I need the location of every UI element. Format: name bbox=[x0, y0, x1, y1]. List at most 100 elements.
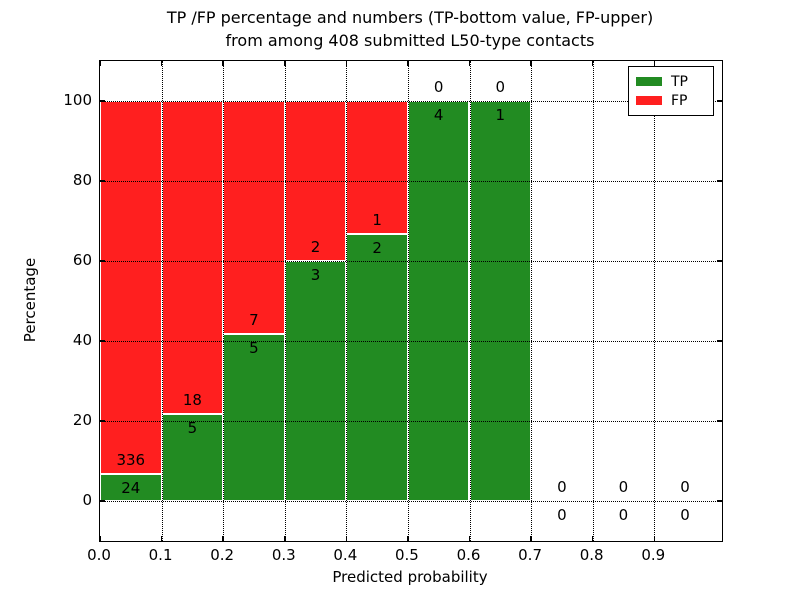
x-tick-mark-top bbox=[284, 61, 286, 66]
x-tick-mark-top bbox=[653, 61, 655, 66]
tp-count-label: 4 bbox=[433, 106, 444, 124]
x-tick-label: 0.9 bbox=[641, 546, 666, 564]
fp-count-label: 0 bbox=[495, 78, 506, 96]
fp-count-label: 0 bbox=[433, 78, 444, 96]
y-tick-mark-left bbox=[100, 180, 105, 182]
vertical-gridline bbox=[531, 61, 533, 541]
legend-label: FP bbox=[671, 92, 688, 109]
horizontal-gridline bbox=[100, 421, 722, 422]
fp-bar-segment bbox=[346, 101, 408, 235]
vertical-gridline bbox=[284, 61, 286, 541]
x-tick-label: 0.8 bbox=[579, 546, 604, 564]
chart-title-line1: TP /FP percentage and numbers (TP-bottom… bbox=[166, 8, 654, 27]
x-tick-mark-top bbox=[99, 61, 101, 66]
y-tick-mark-left bbox=[100, 340, 105, 342]
x-tick-mark-top bbox=[222, 61, 224, 66]
tp-count-label: 2 bbox=[372, 239, 382, 258]
vertical-gridline bbox=[346, 61, 348, 541]
y-tick-mark-left bbox=[100, 100, 105, 102]
vertical-gridline bbox=[223, 61, 225, 541]
legend-entry: TP bbox=[636, 74, 706, 90]
y-tick-label: 0 bbox=[82, 491, 92, 509]
vertical-gridline bbox=[407, 61, 409, 541]
x-tick-label: 0.2 bbox=[210, 546, 235, 564]
vertical-gridline bbox=[161, 61, 163, 541]
y-tick-label: 80 bbox=[72, 171, 92, 189]
legend-swatch-tp bbox=[636, 77, 662, 86]
fp-count-label: 336 bbox=[116, 451, 146, 470]
horizontal-gridline bbox=[100, 181, 722, 182]
legend-label: TP bbox=[671, 73, 688, 90]
x-tick-mark-top bbox=[345, 61, 348, 66]
plot-area: 336 24 18 5 7 5 2 3 1 2 0 4 0 1 0 0 0 0 0 0 TP FP bbox=[99, 60, 723, 542]
x-tick-mark-top bbox=[160, 61, 163, 66]
chart-title-line2: from among 408 submitted L50-type contac… bbox=[225, 31, 595, 50]
x-tick-mark-bottom bbox=[284, 536, 286, 541]
x-tick-mark-bottom bbox=[345, 536, 348, 541]
fp-count-label: 0 bbox=[618, 478, 629, 496]
y-axis-label: Percentage bbox=[21, 257, 39, 343]
legend-swatch-fp bbox=[636, 96, 662, 105]
y-tick-mark-right bbox=[717, 180, 722, 182]
x-tick-mark-bottom bbox=[160, 536, 163, 541]
fp-count-label: 1 bbox=[372, 211, 382, 230]
y-tick-mark-left bbox=[100, 260, 105, 262]
horizontal-gridline bbox=[100, 341, 722, 342]
tp-count-label: 1 bbox=[495, 106, 506, 124]
x-tick-mark-top bbox=[468, 61, 471, 66]
tp-count-label: 5 bbox=[187, 419, 198, 438]
vertical-gridline bbox=[469, 61, 471, 541]
fp-bar-segment bbox=[161, 101, 224, 415]
fp-count-label: 7 bbox=[249, 311, 259, 330]
x-tick-mark-bottom bbox=[591, 536, 594, 541]
x-tick-mark-top bbox=[407, 61, 409, 66]
x-tick-mark-top bbox=[530, 61, 532, 66]
x-tick-label: 0.4 bbox=[333, 546, 358, 564]
y-tick-label: 20 bbox=[72, 411, 92, 429]
x-tick-mark-bottom bbox=[530, 536, 532, 541]
y-tick-mark-right bbox=[717, 500, 722, 502]
tp-bar-segment bbox=[346, 234, 408, 501]
horizontal-gridline bbox=[100, 501, 722, 502]
y-tick-mark-left bbox=[100, 500, 105, 502]
fp-bar-segment bbox=[223, 101, 285, 335]
chart-title: TP /FP percentage and numbers (TP-bottom… bbox=[99, 6, 721, 52]
y-tick-mark-right bbox=[717, 100, 722, 102]
tp-bar-segment bbox=[469, 101, 532, 501]
x-axis-label: Predicted probability bbox=[332, 568, 488, 586]
tp-bar-segment bbox=[100, 474, 162, 501]
tp-bar-segment bbox=[407, 101, 470, 501]
x-tick-label: 0.3 bbox=[271, 546, 296, 564]
x-tick-mark-bottom bbox=[222, 536, 224, 541]
y-tick-label: 100 bbox=[63, 91, 92, 109]
x-tick-mark-bottom bbox=[653, 536, 655, 541]
tp-count-label: 0 bbox=[618, 506, 629, 524]
tp-count-label: 0 bbox=[680, 506, 690, 524]
y-tick-label: 60 bbox=[72, 251, 92, 269]
tp-count-label: 0 bbox=[557, 506, 567, 524]
x-tick-mark-bottom bbox=[99, 536, 101, 541]
y-tick-mark-right bbox=[717, 260, 722, 262]
x-tick-mark-bottom bbox=[407, 536, 409, 541]
x-tick-label: 0.1 bbox=[148, 546, 173, 564]
fp-count-label: 18 bbox=[182, 391, 202, 410]
tp-bar-segment bbox=[284, 261, 347, 501]
x-tick-mark-top bbox=[591, 61, 594, 66]
horizontal-gridline bbox=[100, 261, 722, 262]
x-tick-label: 0.7 bbox=[518, 546, 542, 564]
y-tick-mark-right bbox=[717, 420, 722, 422]
tp-bar-segment bbox=[223, 334, 285, 501]
x-tick-label: 0.0 bbox=[87, 546, 111, 564]
y-tick-mark-right bbox=[717, 340, 722, 342]
x-tick-label: 0.5 bbox=[394, 546, 419, 564]
tp-count-label: 24 bbox=[121, 479, 141, 498]
tp-count-label: 5 bbox=[249, 339, 259, 358]
fp-count-label: 0 bbox=[557, 478, 567, 496]
x-tick-mark-bottom bbox=[468, 536, 471, 541]
vertical-gridline bbox=[654, 61, 656, 541]
y-tick-label: 40 bbox=[72, 331, 92, 349]
horizontal-gridline bbox=[100, 101, 722, 102]
x-tick-label: 0.6 bbox=[456, 546, 481, 564]
fp-count-label: 2 bbox=[310, 238, 321, 256]
